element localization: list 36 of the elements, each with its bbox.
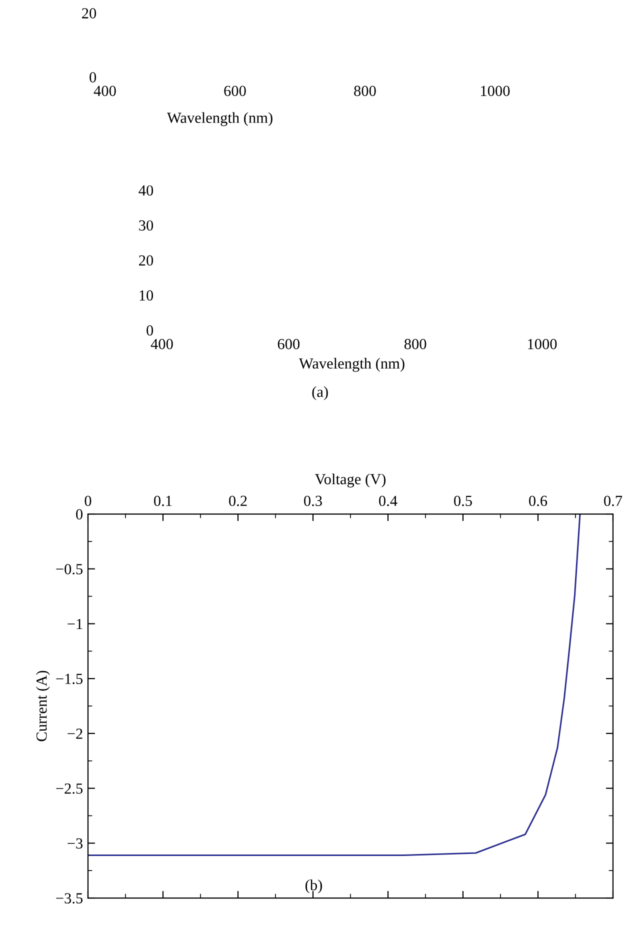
x-tick-label: 600 (278, 338, 300, 350)
y-tick-label: −0.5 (56, 564, 83, 574)
annotation: (b) (306, 880, 322, 894)
y-tick-label: −3.5 (56, 893, 83, 904)
y-axis-title: Current (A) (36, 670, 50, 742)
y-tick-label: 0 (146, 325, 154, 336)
x-tick-label: 400 (150, 338, 173, 350)
x-tick-label: 1000 (481, 86, 510, 96)
y-tick-label: 40 (138, 185, 154, 196)
y-tick-label: 20 (139, 255, 154, 266)
x-tick-label: 800 (354, 86, 376, 96)
x-tick-label: 0.5 (454, 496, 472, 506)
y-tick-label: −3 (68, 838, 83, 849)
x-tick-label: 400 (94, 86, 116, 96)
x-axis-title: Wavelength (nm) (298, 358, 404, 372)
x-tick-label: 0.1 (154, 496, 172, 506)
y-tick-label: 10 (140, 290, 154, 301)
x-tick-label: 600 (224, 86, 246, 96)
x-tick-label: 1000 (528, 338, 557, 350)
y-tick-label: 30 (139, 220, 154, 231)
y-tick-label: −1.5 (56, 674, 83, 684)
text: (a) (312, 386, 328, 400)
x-tick-label: 0.2 (229, 496, 247, 506)
x-axis-title: Voltage (V) (314, 474, 386, 488)
y-tick-label: 0 (76, 509, 83, 520)
x-tick-label: 0.6 (529, 496, 548, 506)
x-tick-label: 800 (404, 338, 426, 350)
x-tick-label: 0.3 (304, 496, 322, 506)
x-tick-label: 0.7 (604, 496, 622, 506)
y-tick-label: −2 (68, 728, 82, 739)
y-tick-label: 20 (82, 8, 96, 18)
x-axis-title: Wavelength (nm) (166, 112, 272, 126)
y-tick-label: −1 (68, 618, 82, 630)
y-tick-label: −2.5 (56, 783, 83, 794)
x-tick-label: 0.4 (379, 496, 398, 506)
line-series (88, 514, 581, 856)
